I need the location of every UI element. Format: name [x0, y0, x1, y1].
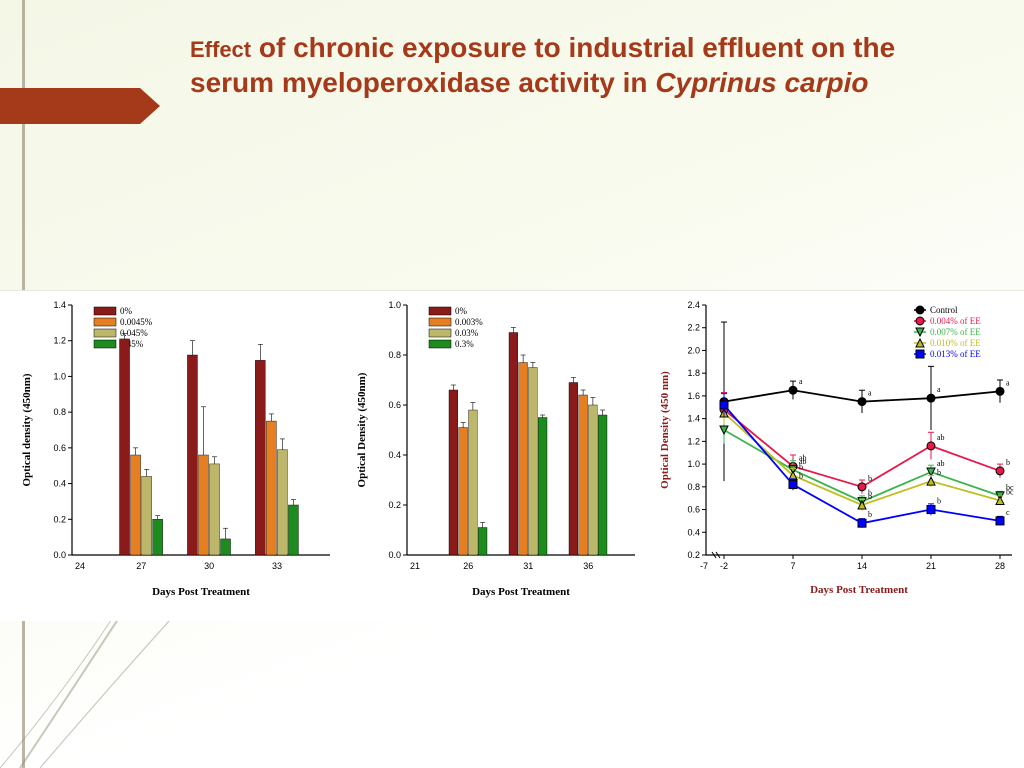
svg-text:27: 27 — [136, 561, 146, 571]
svg-text:0.8: 0.8 — [687, 482, 700, 492]
svg-text:ab: ab — [937, 459, 945, 468]
svg-text:31: 31 — [523, 561, 533, 571]
line-chart: 0.2 0.4 0.6 0.8 1.0 1.2 1.4 1.6 1.8 2.0 2.2 2.4 -7 -2… — [650, 291, 1020, 621]
svg-text:0.2: 0.2 — [53, 514, 66, 524]
svg-text:0.0045%: 0.0045% — [120, 317, 153, 327]
svg-text:0.004% of EE: 0.004% of EE — [930, 316, 981, 326]
svg-text:b: b — [868, 474, 872, 483]
svg-text:Days Post Treatment: Days Post Treatment — [152, 586, 250, 598]
svg-text:-2: -2 — [720, 561, 728, 571]
svg-text:21: 21 — [410, 561, 420, 571]
svg-text:21: 21 — [926, 561, 936, 571]
svg-text:36: 36 — [583, 561, 593, 571]
svg-text:7: 7 — [790, 561, 795, 571]
bar-chart-2: 0%0.003%0.03%0.3% 0.0 0.2 0.4 0.6 0.8 1.0 Optic… — [345, 291, 645, 621]
svg-text:-7: -7 — [700, 561, 708, 571]
svg-text:Days Post Treatment: Days Post Treatment — [810, 584, 908, 596]
svg-text:2.0: 2.0 — [687, 345, 700, 355]
svg-text:0.4: 0.4 — [388, 450, 401, 460]
svg-text:Optical Density (450 nm): Optical Density (450 nm) — [659, 371, 671, 489]
svg-text:33: 33 — [272, 561, 282, 571]
svg-text:a: a — [1006, 378, 1010, 387]
svg-text:0.2: 0.2 — [687, 550, 700, 560]
svg-text:26: 26 — [463, 561, 473, 571]
svg-text:a: a — [937, 385, 941, 394]
svg-text:Control: Control — [930, 305, 958, 315]
svg-text:1.0: 1.0 — [388, 300, 401, 310]
svg-text:1.6: 1.6 — [687, 391, 700, 401]
svg-text:0.8: 0.8 — [388, 350, 401, 360]
svg-text:0.6: 0.6 — [53, 443, 66, 453]
svg-text:14: 14 — [857, 561, 867, 571]
svg-text:1.4: 1.4 — [687, 414, 700, 424]
svg-text:a: a — [799, 377, 803, 386]
svg-text:0.045%: 0.045% — [120, 328, 148, 338]
svg-text:b: b — [799, 462, 803, 471]
svg-text:0.6: 0.6 — [388, 400, 401, 410]
svg-text:b: b — [937, 497, 941, 506]
svg-text:0.03%: 0.03% — [455, 328, 479, 338]
svg-text:1.2: 1.2 — [687, 436, 700, 446]
svg-text:0.2: 0.2 — [388, 500, 401, 510]
svg-text:0.003%: 0.003% — [455, 317, 483, 327]
svg-text:Optical density (450nm): Optical density (450nm) — [21, 373, 33, 486]
slide-title: Effect of chronic exposure to industrial… — [190, 30, 950, 100]
svg-text:a: a — [868, 389, 872, 398]
svg-text:1.4: 1.4 — [53, 300, 66, 310]
svg-text:0.3%: 0.3% — [455, 339, 474, 349]
svg-text:1.0: 1.0 — [687, 459, 700, 469]
title-prefix: Effect — [190, 37, 251, 62]
svg-text:c: c — [1006, 508, 1010, 517]
svg-text:Optical Density (450nm): Optical Density (450nm) — [356, 372, 368, 487]
svg-text:b: b — [937, 468, 941, 477]
charts-row: 0%0.0045%0.045%0.45%0.00.20.40.60.81.01.… — [0, 290, 1024, 621]
svg-text:0.013% of EE: 0.013% of EE — [930, 349, 981, 359]
svg-text:24: 24 — [75, 561, 85, 571]
svg-text:0.4: 0.4 — [53, 479, 66, 489]
svg-text:0.6: 0.6 — [687, 505, 700, 515]
svg-text:0.007% of EE: 0.007% of EE — [930, 327, 981, 337]
bar-chart-1: 0%0.0045%0.045%0.45%0.00.20.40.60.81.01.… — [10, 291, 340, 621]
svg-text:b: b — [1006, 458, 1010, 467]
svg-text:0%: 0% — [120, 306, 133, 316]
svg-text:1.2: 1.2 — [53, 336, 66, 346]
svg-text:0.4: 0.4 — [687, 527, 700, 537]
svg-text:b: b — [868, 510, 872, 519]
svg-text:0.8: 0.8 — [53, 407, 66, 417]
svg-text:ab: ab — [937, 433, 945, 442]
svg-text:2.2: 2.2 — [687, 323, 700, 333]
svg-text:0.0: 0.0 — [388, 550, 401, 560]
svg-text:0.0: 0.0 — [53, 550, 66, 560]
svg-text:2.4: 2.4 — [687, 300, 700, 310]
svg-text:Days Post Treatment: Days Post Treatment — [472, 586, 570, 598]
svg-text:1.8: 1.8 — [687, 368, 700, 378]
svg-text:0.010% of EE: 0.010% of EE — [930, 338, 981, 348]
svg-text:b: b — [868, 492, 872, 501]
svg-text:30: 30 — [204, 561, 214, 571]
slide: Effect of chronic exposure to industrial… — [0, 0, 1024, 768]
svg-text:b: b — [799, 472, 803, 481]
svg-text:bc: bc — [1006, 487, 1014, 496]
title-species: Cyprinus carpio — [655, 67, 868, 98]
svg-text:1.0: 1.0 — [53, 371, 66, 381]
svg-text:0%: 0% — [455, 306, 468, 316]
title-arrow — [0, 88, 160, 124]
svg-text:28: 28 — [995, 561, 1005, 571]
